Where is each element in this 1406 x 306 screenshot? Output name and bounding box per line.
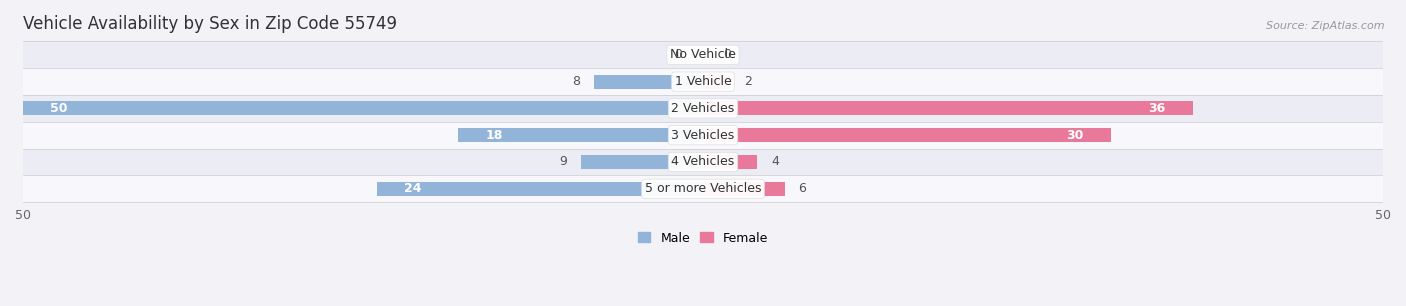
Text: 50: 50 (51, 102, 67, 115)
Text: 2 Vehicles: 2 Vehicles (672, 102, 734, 115)
Text: 24: 24 (404, 182, 422, 195)
Bar (22, 102, 703, 115)
Text: 2: 2 (744, 75, 752, 88)
Text: 36: 36 (1149, 102, 1166, 115)
Bar (703, 182, 785, 196)
Text: 30: 30 (1066, 129, 1084, 142)
Bar (595, 75, 703, 89)
Bar (22, 175, 1384, 202)
Bar (458, 128, 703, 142)
Text: Vehicle Availability by Sex in Zip Code 55749: Vehicle Availability by Sex in Zip Code … (22, 15, 396, 33)
Text: 8: 8 (572, 75, 581, 88)
Bar (22, 122, 1384, 149)
Bar (22, 68, 1384, 95)
Bar (703, 128, 1111, 142)
Bar (703, 102, 1192, 115)
Bar (581, 155, 703, 169)
Text: 0: 0 (675, 48, 682, 61)
Text: No Vehicle: No Vehicle (671, 48, 735, 61)
Bar (377, 182, 703, 196)
Text: 18: 18 (485, 129, 503, 142)
Text: 0: 0 (724, 48, 731, 61)
Text: 4: 4 (770, 155, 779, 169)
Text: Source: ZipAtlas.com: Source: ZipAtlas.com (1267, 21, 1385, 32)
Text: 5 or more Vehicles: 5 or more Vehicles (645, 182, 761, 195)
Bar (22, 149, 1384, 175)
Text: 9: 9 (560, 155, 567, 169)
Bar (703, 75, 730, 89)
Bar (22, 41, 1384, 68)
Text: 6: 6 (799, 182, 806, 195)
Bar (22, 95, 1384, 122)
Bar (703, 155, 758, 169)
Text: 4 Vehicles: 4 Vehicles (672, 155, 734, 169)
Text: 3 Vehicles: 3 Vehicles (672, 129, 734, 142)
Legend: Male, Female: Male, Female (633, 226, 773, 249)
Text: 1 Vehicle: 1 Vehicle (675, 75, 731, 88)
